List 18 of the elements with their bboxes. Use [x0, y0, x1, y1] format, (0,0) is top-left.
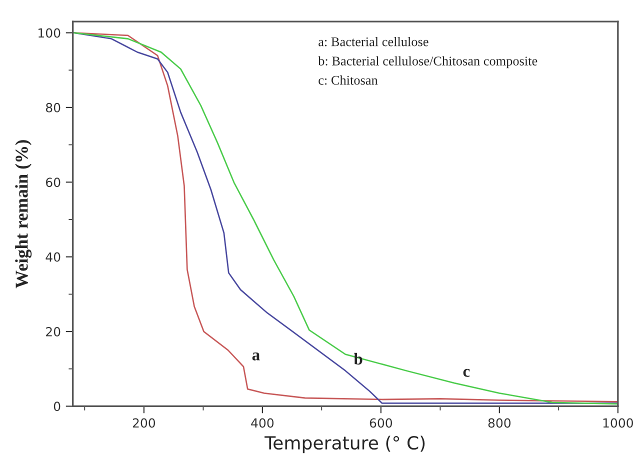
annotation: a — [252, 352, 260, 360]
annotation: c: Chitosan — [318, 75, 378, 85]
annotation: a: Bacterial cellulose — [318, 36, 428, 46]
annotation: c — [463, 368, 470, 377]
y-tick-label: 80 — [46, 102, 60, 112]
y-tick-label: 20 — [46, 327, 60, 336]
y-tick-label: 40 — [46, 252, 60, 262]
y-tick-label: 0 — [54, 402, 60, 412]
x-tick-label: 400 — [251, 418, 274, 428]
x-tick-label: 800 — [488, 418, 511, 428]
y-tick-label: 60 — [46, 178, 60, 188]
x-tick-label: 200 — [132, 418, 156, 428]
annotation: b: Bacterial cellulose/Chitosan composite — [318, 56, 538, 68]
x-tick-label: 600 — [370, 418, 392, 428]
x-axis-title: Temperature (° C) — [264, 436, 425, 454]
y-tick-label: 100 — [38, 28, 60, 38]
x-tick-label: 1000 — [603, 418, 633, 428]
y-axis-title: Weight remain (%) — [15, 140, 32, 288]
